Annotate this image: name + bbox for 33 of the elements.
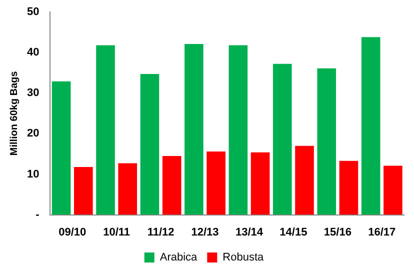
y-tick-label: 40 <box>26 46 40 59</box>
bar <box>206 152 226 215</box>
bar <box>162 156 182 215</box>
bar <box>228 45 248 215</box>
bar <box>118 163 138 215</box>
x-tick-label: 10/11 <box>103 226 130 238</box>
x-tick-label: 16/17 <box>368 226 396 238</box>
bar <box>339 160 358 215</box>
y-tick-label: 10 <box>26 168 40 180</box>
bar <box>250 152 270 215</box>
bar <box>317 68 336 215</box>
bar <box>140 74 160 215</box>
bar <box>184 44 204 215</box>
bar <box>74 166 93 215</box>
bar <box>272 64 292 215</box>
bar <box>361 37 380 215</box>
bar <box>52 81 71 215</box>
x-tick-label: 11/12 <box>147 226 174 238</box>
bar <box>295 146 314 215</box>
legend-label: Robusta <box>222 252 265 264</box>
x-tick-label: 14/15 <box>280 226 308 238</box>
y-axis-title: Million 60kg Bags <box>8 70 20 156</box>
y-tick-label: - <box>36 208 40 221</box>
legend-label: Arabica <box>160 252 198 264</box>
bar <box>96 45 115 215</box>
x-tick-label: 09/10 <box>58 226 86 238</box>
x-tick-label: 13/14 <box>235 226 264 238</box>
y-tick-label: 30 <box>26 87 40 100</box>
y-tick-label: 20 <box>26 128 40 140</box>
x-tick-label: 12/13 <box>191 226 219 238</box>
x-tick-label: 15/16 <box>324 226 352 238</box>
bar <box>384 166 402 215</box>
y-tick-label: 50 <box>26 6 40 18</box>
